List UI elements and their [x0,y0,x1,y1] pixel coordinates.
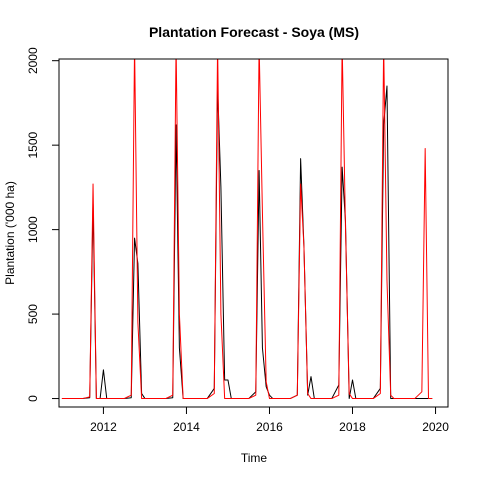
x-axis-label: Time [241,451,268,465]
x-axis: 2012 2014 2016 2018 2020 [90,406,449,434]
x-tick-label-1: 2014 [173,420,200,434]
x-tick-label-2: 2016 [256,420,283,434]
series-layer [61,59,433,400]
y-tick-label-1: 500 [26,304,40,324]
y-axis-label: Plantation ('000 ha) [3,181,17,285]
chart-title: Plantation Forecast - Soya (MS) [149,24,359,40]
y-tick-label-4: 2000 [26,47,40,74]
series-line-1 [61,59,433,400]
y-tick-label-0: 0 [26,395,40,402]
y-tick-label-3: 1500 [26,131,40,158]
x-tick-label-0: 2012 [90,420,117,434]
y-tick-label-2: 1000 [26,216,40,243]
series-line-0 [61,85,433,400]
y-axis: 0 500 1000 1500 2000 [26,47,60,402]
x-tick-label-3: 2018 [339,420,366,434]
x-tick-label-4: 2020 [422,420,449,434]
plot-area [61,59,433,400]
